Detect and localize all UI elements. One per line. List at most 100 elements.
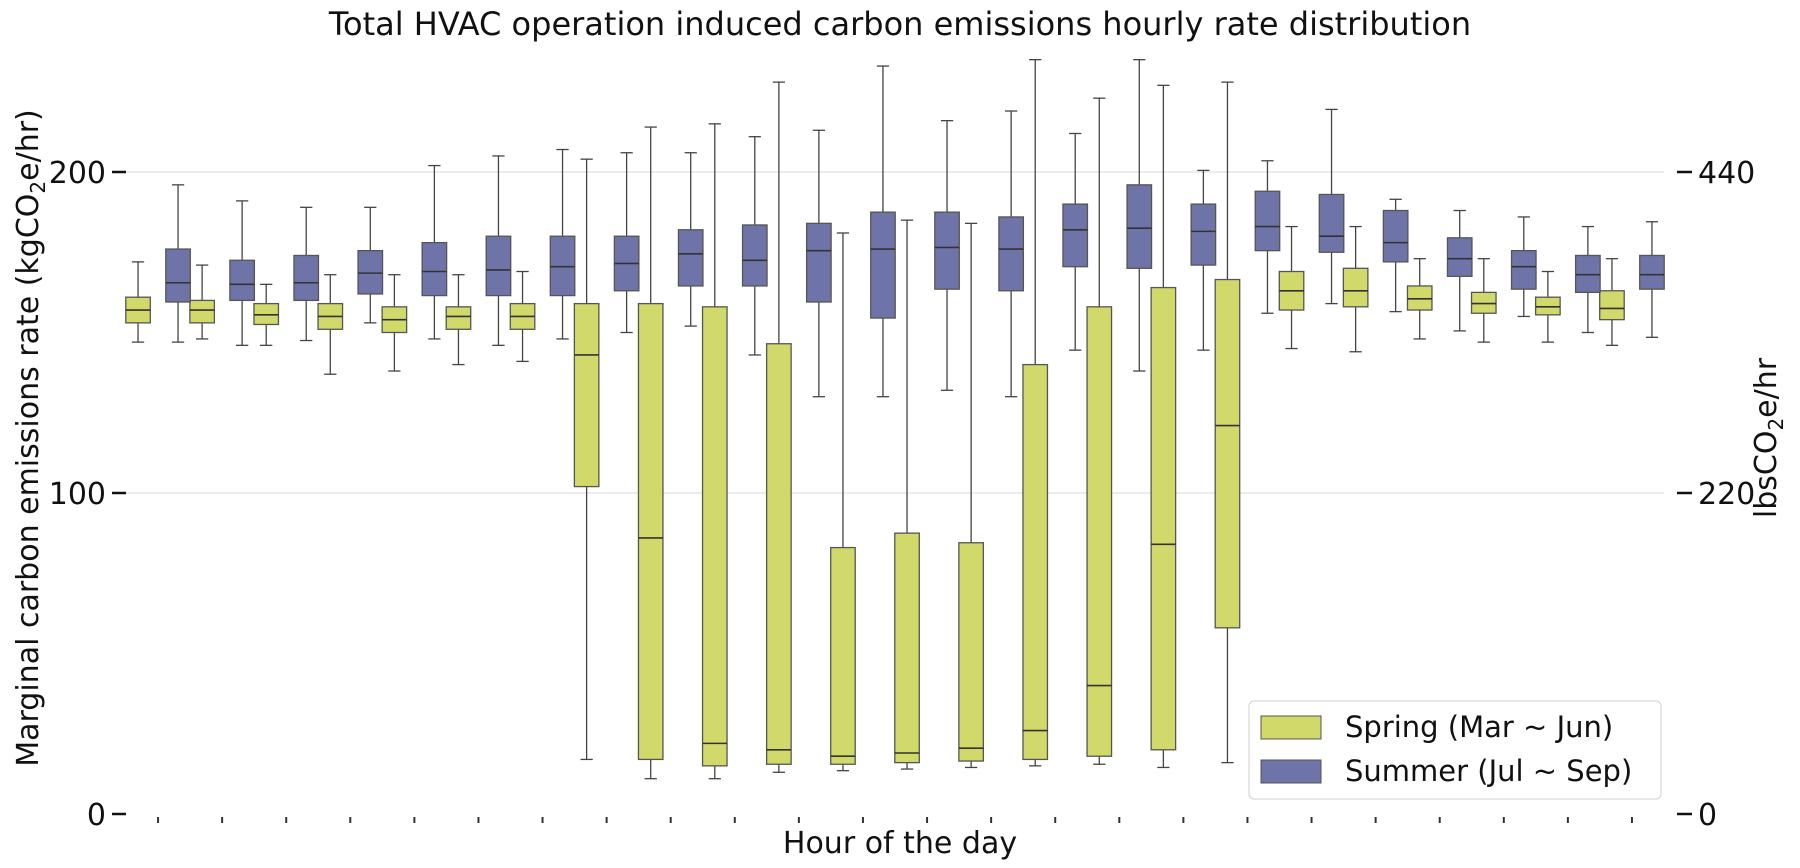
box-body — [1574, 254, 1601, 294]
legend-frame — [1248, 700, 1662, 800]
box-summer — [421, 164, 448, 340]
box-spring — [1470, 258, 1497, 343]
box-body — [573, 302, 600, 488]
box-body — [253, 302, 280, 326]
y-axis-label-left-suffix: e/hr) — [11, 109, 46, 181]
box-body — [1639, 254, 1665, 290]
y-tick-label-left: 0 — [87, 798, 106, 833]
box-spring — [765, 81, 792, 773]
box-spring — [1150, 84, 1177, 769]
box-summer — [613, 152, 640, 334]
box-spring — [381, 274, 408, 372]
box-summer — [357, 206, 384, 324]
box-body — [830, 546, 856, 765]
box-summer — [677, 152, 704, 327]
box-summer — [1318, 108, 1345, 305]
box-spring — [1278, 225, 1305, 350]
box-body — [1062, 203, 1089, 268]
box-summer — [1639, 221, 1665, 338]
box-spring — [1599, 258, 1625, 346]
box-summer — [1254, 160, 1281, 314]
box-summer — [485, 155, 512, 346]
box-body — [1382, 209, 1409, 263]
y-axis-label-right-suffix: e/hr — [1749, 357, 1784, 418]
box-summer — [1062, 132, 1089, 351]
box-body — [549, 235, 576, 297]
legend-label-summer: Summer (Jul ~ Sep) — [1345, 754, 1632, 788]
chart-title: Total HVAC operation induced carbon emis… — [328, 5, 1471, 43]
box-summer — [870, 65, 896, 398]
box-spring — [317, 274, 344, 375]
box-body — [229, 259, 256, 302]
legend-swatch-summer — [1260, 759, 1322, 784]
box-summer — [1446, 209, 1473, 332]
box-summer — [741, 136, 768, 356]
box-summer — [1510, 216, 1537, 318]
box-spring — [958, 222, 985, 769]
box-spring — [701, 123, 728, 780]
box-body — [1510, 249, 1537, 290]
box-body — [701, 306, 728, 767]
box-body — [1342, 267, 1369, 308]
box-summer — [165, 184, 191, 343]
box-spring — [894, 219, 920, 770]
box-summer — [805, 129, 832, 398]
axes: 0 100 200 0 220 440 — [49, 156, 1756, 833]
box-spring — [1214, 81, 1241, 764]
box-summer — [1382, 198, 1409, 313]
y-axis-label-left: Marginal carbon emissions rate (kgCO2e/h… — [11, 109, 50, 767]
y-tick-label-right: 0 — [1698, 798, 1717, 833]
box-body — [165, 248, 191, 303]
legend-label-spring: Spring (Mar ~ Jun) — [1345, 710, 1613, 744]
box-spring — [573, 158, 600, 761]
box-body — [421, 241, 448, 297]
box-summer — [549, 148, 576, 340]
box-body — [1534, 296, 1561, 316]
box-body — [677, 229, 704, 287]
box-body — [1190, 203, 1217, 266]
box-spring — [637, 126, 664, 780]
box-summer — [229, 200, 256, 346]
box-body — [998, 216, 1025, 292]
y-axis-label-left-subscript: 2 — [26, 181, 50, 194]
box-spring — [445, 274, 472, 366]
box-spring — [1342, 225, 1369, 353]
x-axis-label: Hour of the day — [783, 826, 1017, 861]
box-body — [1254, 190, 1281, 252]
box-summer — [998, 110, 1025, 398]
box-spring — [1406, 258, 1433, 340]
box-summer — [293, 206, 320, 342]
box-summer — [1126, 59, 1153, 372]
y-tick-label-left: 100 — [49, 477, 106, 512]
box-summer — [934, 119, 960, 391]
box-body — [894, 532, 920, 764]
gridlines — [126, 171, 1664, 494]
box-plots — [125, 59, 1665, 780]
y-tick-label-right: 440 — [1698, 156, 1755, 191]
box-spring — [1022, 59, 1049, 767]
box-body — [357, 249, 384, 295]
box-body — [189, 299, 216, 324]
box-spring — [125, 261, 151, 343]
box-body — [870, 211, 896, 319]
box-body — [1446, 237, 1473, 277]
box-body — [741, 224, 768, 287]
legend: Spring (Mar ~ Jun) Summer (Jul ~ Sep) — [1248, 700, 1662, 800]
box-body — [1318, 193, 1345, 253]
box-body — [1126, 184, 1153, 269]
box-body — [637, 302, 664, 761]
box-spring — [830, 232, 856, 772]
box-body — [1150, 286, 1177, 751]
box-body — [1406, 285, 1433, 311]
box-body — [1086, 306, 1113, 757]
y-axis-label-left-main: Marginal carbon emissions rate (kgCO — [11, 194, 46, 767]
legend-swatch-spring — [1260, 715, 1322, 740]
box-spring — [1086, 97, 1113, 765]
box-body — [765, 343, 792, 765]
y-axis-label-right-main: lbsCO — [1749, 431, 1784, 519]
box-body — [934, 211, 960, 290]
box-spring — [253, 283, 280, 346]
box-body — [805, 222, 832, 303]
box-spring — [189, 264, 216, 340]
box-body — [1214, 278, 1241, 629]
